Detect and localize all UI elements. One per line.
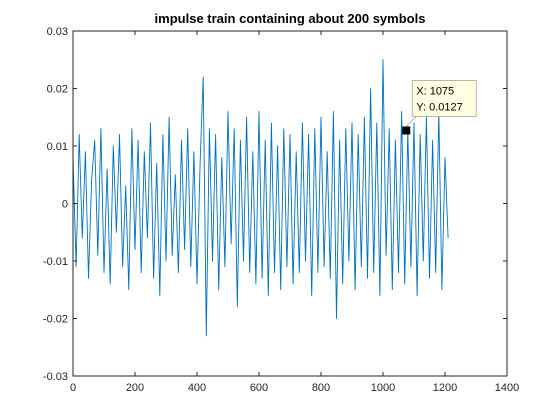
- y-tick-label: 0.03: [47, 26, 68, 38]
- x-tick-label: 200: [126, 382, 144, 394]
- y-tick-label: 0.02: [47, 84, 68, 96]
- series-layer: [72, 59, 449, 337]
- y-tick-label: -0.01: [43, 256, 68, 268]
- data-tip-marker[interactable]: [402, 126, 411, 135]
- data-tip-leader: [406, 116, 417, 127]
- data-tip-box: [411, 79, 477, 117]
- chart-title: impulse train containing about 200 symbo…: [155, 11, 426, 26]
- y-tick-label: 0.01: [47, 141, 68, 153]
- y-tick-label: -0.03: [43, 371, 68, 383]
- y-tick-label: 0: [62, 199, 68, 211]
- x-tick-label: 1200: [433, 382, 457, 394]
- axes-layer: 0 200 400 600 800 1000 1200 14000.030.020.010-0…: [43, 26, 519, 394]
- x-tick-label: 1000: [371, 382, 395, 394]
- x-tick-label: 600: [250, 382, 268, 394]
- x-tick-label: 800: [312, 382, 330, 394]
- data-tip-y-label: Y: 0.0127: [416, 101, 463, 113]
- x-tick-label: 1400: [495, 382, 519, 394]
- y-tick-label: -0.02: [43, 314, 68, 326]
- series-line-0[interactable]: [72, 59, 449, 337]
- x-tick-label: 400: [188, 382, 206, 394]
- data-tip[interactable]: X: 1075 Y: 0.0127: [402, 79, 477, 135]
- x-tick-label: 0: [70, 382, 76, 394]
- data-tip-x-label: X: 1075: [416, 85, 454, 97]
